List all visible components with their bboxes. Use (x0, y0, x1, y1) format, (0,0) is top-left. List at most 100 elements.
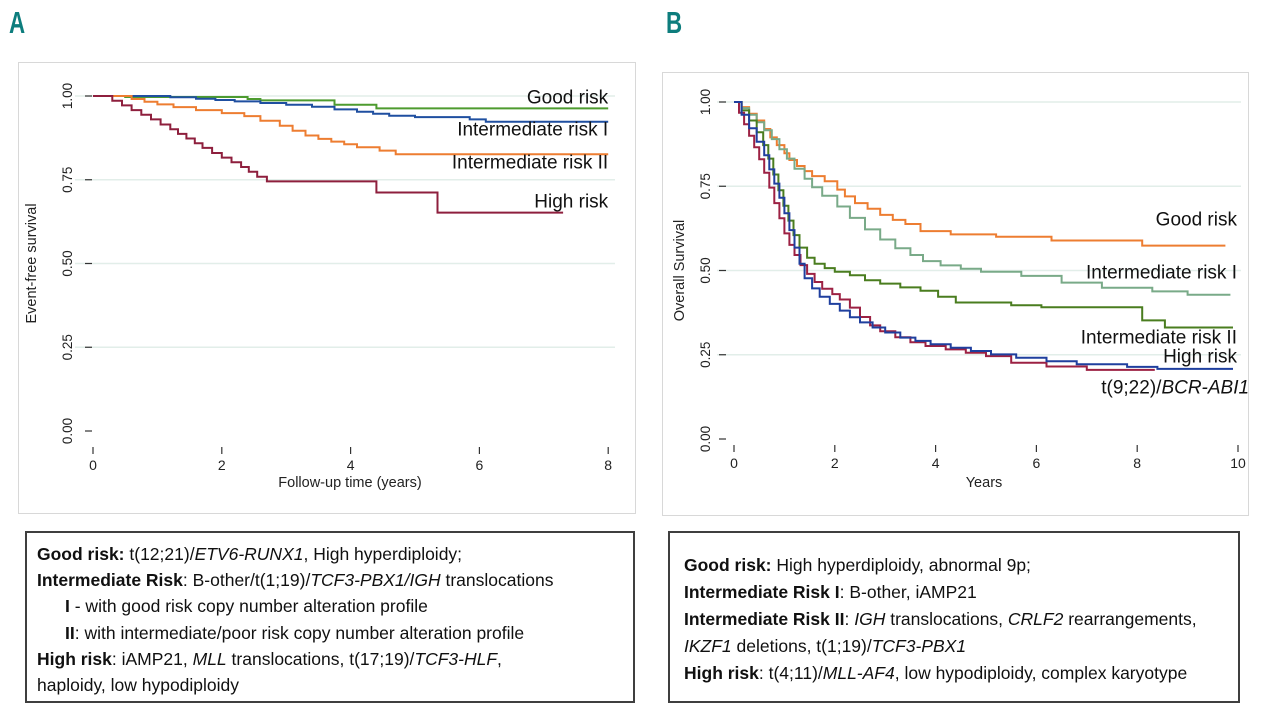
y-tick-label: 0.75 (60, 167, 75, 193)
x-tick-label: 10 (1230, 455, 1246, 471)
t-9-22-bcr-abi1-label: t(9;22)/BCR-ABI1 (1101, 378, 1249, 399)
x-tick-label: 2 (218, 457, 226, 473)
high-risk-label: High risk (534, 191, 608, 212)
legend-text-run: Intermediate Risk II (684, 609, 845, 629)
legend-line: Good risk: High hyperdiploidy, abnormal … (684, 552, 1224, 579)
legend-text-run: : B-other, iAMP21 (839, 582, 977, 602)
x-tick-label: 8 (604, 457, 612, 473)
panel-a-letter: A (9, 5, 25, 40)
legend-text-run: - with good risk copy number alteration … (69, 596, 428, 617)
legend-text-run: , (497, 648, 502, 669)
x-tick-label: 4 (932, 455, 940, 471)
risk-definitions-box-b: Good risk: High hyperdiploidy, abnormal … (668, 531, 1240, 703)
legend-line: I - with good risk copy number alteratio… (37, 593, 623, 619)
legend-line: High risk: iAMP21, MLL translocations, t… (37, 646, 623, 672)
y-axis-title: Event-free survival (24, 203, 40, 323)
y-axis-title: Overall Survival (672, 220, 688, 322)
x-tick-label: 6 (476, 457, 484, 473)
legend-text-run: haploidy, low hypodiploidy (37, 675, 240, 696)
axes: 1.00 0.75 0.50 0.25 0.00 0 2 4 6 8 10 Years Overall … (672, 89, 1246, 491)
x-tick-label: 6 (1033, 455, 1041, 471)
legend-text-run: ETV6-RUNX1 (194, 544, 304, 564)
legend-line: Intermediate Risk: B-other/t(1;19)/TCF3-… (37, 567, 623, 593)
x-tick-label: 0 (730, 455, 738, 471)
legend-text-run: rearrangements, (1063, 609, 1197, 629)
axes: 1.00 0.75 0.50 0.25 0.00 0 2 4 6 8 Follow-up time … (24, 83, 612, 491)
legend-line: IKZF1 deletions, t(1;19)/TCF3-PBX1 (684, 633, 1224, 660)
panel-b-letter: B (666, 5, 682, 40)
intermediate-risk-ii-curve (734, 101, 1233, 329)
legend-text-run: : B-other/t(1;19)/ (182, 570, 311, 591)
series-curves (93, 95, 609, 214)
x-tick-label: 4 (347, 457, 355, 473)
legend-text-run: IGH (854, 609, 886, 629)
intermediate-risk-ii-label: Intermediate risk II (1081, 327, 1237, 348)
legend-text-run: MLL (192, 648, 227, 669)
y-tick-label: 0.00 (60, 418, 75, 444)
legend-text-run: translocations, (885, 609, 1008, 629)
legend-line: Intermediate Risk II: IGH translocations… (684, 606, 1224, 633)
intermediate-risk-i-curve (734, 101, 1231, 296)
series-labels: Good risk Intermediate risk I Intermediate… (452, 88, 609, 213)
legend-text-run: TCF3-PBX1/IGH (310, 570, 441, 591)
x-tick-label: 2 (831, 455, 839, 471)
y-tick-label: 1.00 (60, 83, 75, 109)
legend-text-run: Good risk: (684, 555, 772, 575)
legend-line: Good risk: t(12;21)/ETV6-RUNX1, High hyp… (37, 541, 623, 567)
legend-line: II: with intermediate/poor risk copy num… (37, 620, 623, 646)
intermediate-risk-i-label: Intermediate risk I (1086, 263, 1237, 284)
overall-survival-chart: 1.00 0.75 0.50 0.25 0.00 0 2 4 6 8 10 Years Overall … (662, 72, 1249, 516)
legend-text-run: High risk (37, 648, 112, 669)
series-labels: Good risk Intermediate risk I Intermediate… (1081, 209, 1249, 399)
legend-text-run: , High hyperdiploidy; (303, 544, 463, 564)
legend-line: haploidy, low hypodiploidy (37, 672, 623, 698)
legend-text-run: CRLF2 (1007, 609, 1064, 629)
legend-text-run: : t(4;11)/ (758, 663, 823, 683)
x-tick-label: 0 (89, 457, 97, 473)
legend-text-run: TCF3-PBX1 (871, 636, 967, 656)
x-axis-title: Follow-up time (years) (278, 475, 421, 491)
high-risk-curve (93, 95, 564, 214)
y-tick-label: 1.00 (698, 89, 713, 115)
x-axis-title: Years (966, 475, 1003, 491)
legend-text-run: t(12;21)/ (124, 544, 195, 564)
y-tick-label: 0.00 (698, 426, 713, 452)
event-free-survival-chart: 1.00 0.75 0.50 0.25 0.00 0 2 4 6 8 Follow-up time … (18, 62, 636, 514)
legend-text-run: : (844, 609, 855, 629)
y-tick-label: 0.75 (698, 173, 713, 199)
t-9-22-bcr-abi1-curve (734, 101, 1233, 370)
legend-text-run: Intermediate Risk (37, 570, 183, 591)
legend-text-run: translocations (440, 570, 554, 591)
intermediate-risk-i-label: Intermediate risk I (457, 119, 608, 140)
x-tick-label: 8 (1133, 455, 1141, 471)
y-tick-label: 0.25 (60, 334, 75, 360)
legend-text-run: Good risk: (37, 544, 125, 564)
intermediate-risk-ii-curve (93, 95, 609, 156)
legend-text-run: II (65, 622, 75, 643)
legend-text-run: : iAMP21, (111, 648, 193, 669)
y-tick-label: 0.50 (60, 250, 75, 276)
good-risk-curve (734, 101, 1226, 247)
legend-text-run: translocations, t(17;19)/ (226, 648, 415, 669)
intermediate-risk-i-curve (93, 95, 609, 123)
series-curves (734, 101, 1233, 371)
risk-definitions-box-a: Good risk: t(12;21)/ETV6-RUNX1, High hyp… (25, 531, 635, 703)
y-tick-label: 0.25 (698, 342, 713, 368)
legend-text-run: Intermediate Risk I (684, 582, 840, 602)
legend-line: Intermediate Risk I: B-other, iAMP21 (684, 579, 1224, 606)
legend-text-run: deletions, t(1;19)/ (731, 636, 872, 656)
legend-text-run: , low hypodiploidy, complex karyotype (894, 663, 1188, 683)
legend-text-run: IKZF1 (684, 636, 732, 656)
y-tick-label: 0.50 (698, 257, 713, 283)
good-risk-label: Good risk (527, 88, 609, 109)
legend-text-run: I (65, 596, 70, 617)
legend-text-run: : with intermediate/poor risk copy numbe… (74, 622, 525, 643)
gridlines (75, 95, 615, 348)
legend-text-run: MLL-AF4 (822, 663, 895, 683)
legend-line: High risk: t(4;11)/MLL-AF4, low hypodipl… (684, 660, 1224, 687)
legend-text-run: High hyperdiploidy, abnormal 9p; (771, 555, 1031, 575)
high-risk-curve (734, 101, 1155, 371)
intermediate-risk-ii-label: Intermediate risk II (452, 152, 608, 173)
legend-text-run: TCF3-HLF (414, 648, 498, 669)
